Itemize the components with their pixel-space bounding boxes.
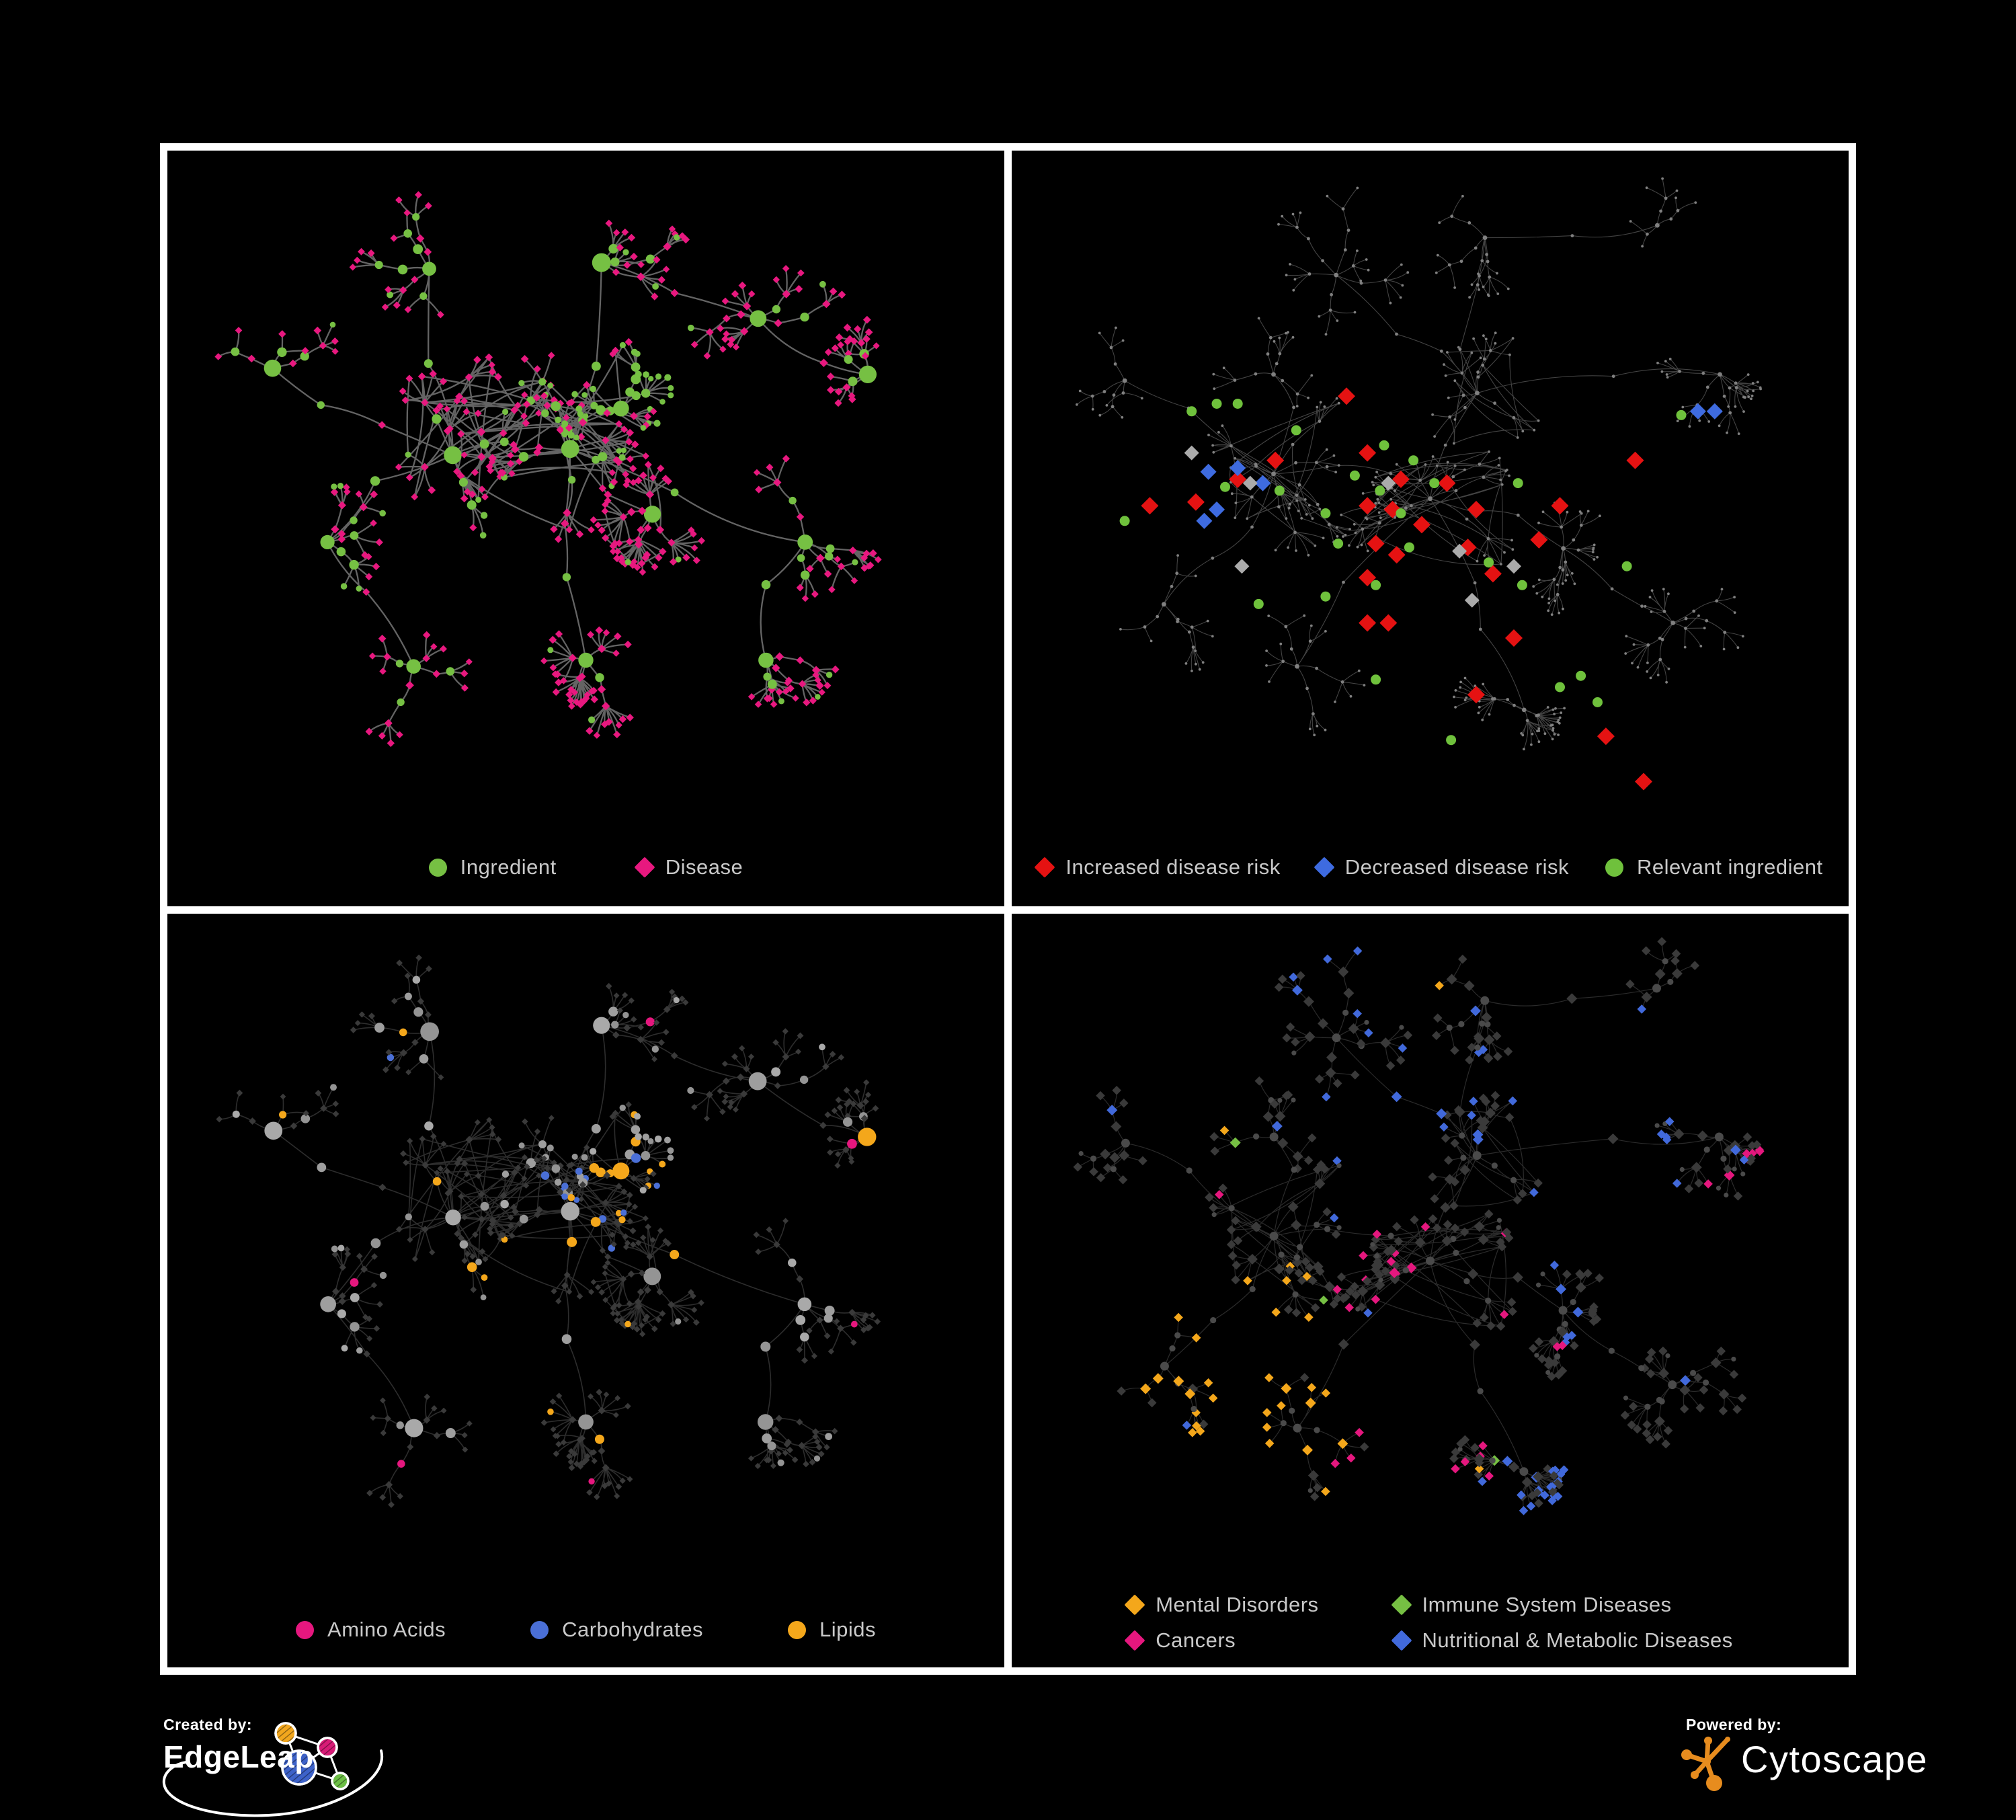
- panel-grid-frame: Ingredient Disease Increased disease ris…: [160, 143, 1856, 1675]
- legend-item: Cancers: [1124, 1628, 1318, 1653]
- created-by-block: Created by:: [162, 1716, 446, 1817]
- legend-label: Carbohydrates: [562, 1618, 703, 1641]
- lipids-legend-swatch-icon: [787, 1620, 806, 1639]
- legend-item: Relevant ingredient: [1605, 855, 1823, 879]
- panel-ingredient-classes: Amino Acids Carbohydrates Lipids: [167, 914, 1004, 1667]
- ingredient-disease-network-graph: [214, 191, 882, 748]
- powered-by-label: Powered by:: [1686, 1716, 1782, 1733]
- legend-label: Disease: [665, 855, 743, 879]
- immune-diseases-legend-swatch-icon: [1390, 1594, 1412, 1616]
- powered-by-block: Powered by: Cytoscape: [1681, 1716, 1995, 1810]
- legend-item: Ingredient: [428, 855, 557, 879]
- legend-label: Relevant ingredient: [1637, 855, 1823, 879]
- created-by-label: Created by:: [163, 1716, 253, 1733]
- legend-label: Immune System Diseases: [1422, 1593, 1672, 1616]
- legend-label: Ingredient: [460, 855, 557, 879]
- increased-risk-legend-swatch-icon: [1034, 857, 1055, 878]
- panel-disease-classes: Mental Disorders Immune System Diseases …: [1012, 914, 1849, 1667]
- legend-item: Decreased disease risk: [1314, 855, 1569, 879]
- mental-disorders-legend-swatch-icon: [1124, 1594, 1145, 1616]
- panel-disease-risk: Increased disease risk Decreased disease…: [1012, 151, 1849, 906]
- ingredient-legend-swatch-icon: [428, 858, 447, 877]
- cytoscape-wordmark: Cytoscape: [1741, 1738, 1929, 1780]
- carbohydrates-legend-swatch-icon: [530, 1620, 549, 1639]
- legend-label: Decreased disease risk: [1344, 855, 1569, 879]
- panel-ingredient-disease: Ingredient Disease: [167, 151, 1004, 906]
- legend-item: Disease: [634, 855, 743, 879]
- legend-item: Amino Acids: [296, 1618, 446, 1642]
- legend-item: Lipids: [787, 1618, 876, 1642]
- disease-legend-swatch-icon: [634, 857, 655, 878]
- disease-classes-network-graph: [1073, 937, 1765, 1515]
- nutritional-diseases-legend-swatch-icon: [1390, 1630, 1412, 1651]
- legend-item: Carbohydrates: [530, 1618, 703, 1642]
- legend-ingredient-disease: Ingredient Disease: [167, 855, 1004, 879]
- ingredient-classes-network-graph: [216, 954, 881, 1508]
- legend-label: Nutritional & Metabolic Diseases: [1422, 1628, 1733, 1652]
- disease-risk-network-graph: [1076, 177, 1762, 791]
- edgeleap-logo-icon: [162, 1722, 384, 1817]
- legend-disease-risk: Increased disease risk Decreased disease…: [1012, 855, 1849, 879]
- decreased-risk-legend-swatch-icon: [1314, 857, 1335, 878]
- legend-label: Mental Disorders: [1156, 1593, 1319, 1616]
- cancers-legend-swatch-icon: [1124, 1630, 1145, 1651]
- legend-label: Cancers: [1156, 1628, 1236, 1652]
- legend-item: Increased disease risk: [1034, 855, 1281, 879]
- horizontal-divider: [167, 906, 1849, 914]
- amino-acids-legend-swatch-icon: [296, 1620, 315, 1639]
- legend-label: Increased disease risk: [1065, 855, 1281, 879]
- legend-item: Immune System Diseases: [1390, 1593, 1733, 1617]
- edgeleap-wordmark: EdgeLeap: [163, 1739, 314, 1774]
- legend-item: Nutritional & Metabolic Diseases: [1390, 1628, 1733, 1653]
- relevant-ingredient-legend-swatch-icon: [1605, 858, 1623, 877]
- legend-label: Amino Acids: [327, 1618, 446, 1641]
- legend-ingredient-classes: Amino Acids Carbohydrates Lipids: [167, 1618, 1004, 1642]
- cytoscape-logo-icon: [1681, 1737, 1730, 1791]
- legend-item: Mental Disorders: [1124, 1593, 1319, 1617]
- legend-disease-classes: Mental Disorders Immune System Diseases …: [1012, 1593, 1849, 1653]
- legend-label: Lipids: [819, 1618, 876, 1641]
